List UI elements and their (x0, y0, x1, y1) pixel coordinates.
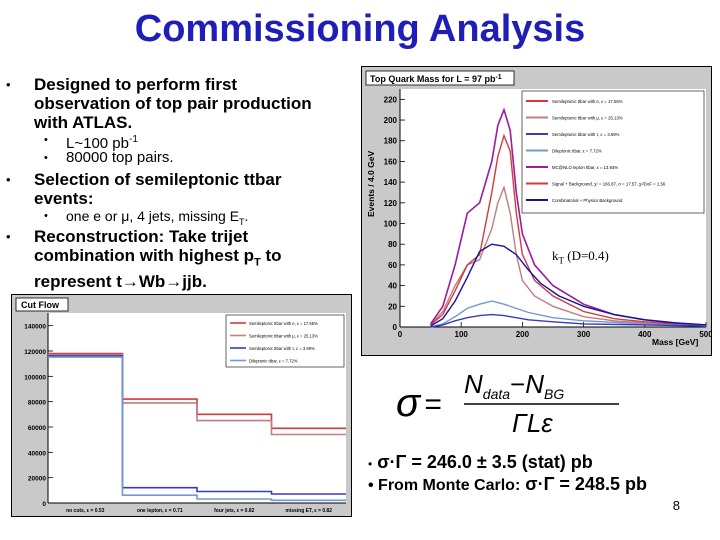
formula-equals: = (424, 388, 442, 421)
cut-flow-title: Cut Flow (21, 300, 60, 310)
cut-flow-svg: Cut Flow 0 20000 40000 60000 80000 100000 1200… (15, 297, 346, 514)
top-mass-xlabel: Mass [GeV] (652, 337, 698, 347)
page-title: Commissioning Analysis (134, 8, 586, 50)
legend-entry: MC@NLO lepton ttbar, ε = 13.93% (552, 165, 618, 170)
legend-entry: Semileptonic ttbar with τ, ε = 3.69% (552, 132, 620, 137)
legend-entry: Semileptonic ttbar with τ, ε = 3.69% (249, 346, 315, 351)
x-tick-label: missing ET, ε = 0.82 (285, 508, 332, 514)
legend-entry: Semileptonic ttbar with μ, ε = 25.13% (552, 116, 623, 121)
series-line-3 (430, 243, 707, 327)
series-line-4 (430, 300, 707, 328)
formula-lhs: σ (396, 381, 422, 425)
y-tick-label: 20 (388, 302, 397, 311)
y-tick-label: 60 (388, 261, 397, 270)
bullet-selection: • Selection of semileptonic ttbar events… (6, 170, 282, 208)
legend-entry: Dileptonic ttbar, ε = 7.72% (249, 359, 298, 364)
bullet-line: observation of top pair production (34, 94, 312, 113)
y-tick-label: 200 (384, 116, 398, 125)
top-mass-plot: Top Quark Mass for L = 97 pb-1 Events / … (361, 66, 713, 356)
y-tick-label: 160 (384, 157, 398, 166)
x-tick-label: 500 (699, 330, 711, 339)
sub-bullet-lumi: • L~100 pb-1 (44, 134, 138, 152)
series-line-5 (430, 313, 707, 328)
bullet-line: Reconstruction: Take trijet (34, 227, 249, 246)
x-tick-label: four jets, ε = 0.82 (214, 508, 255, 514)
kt-label: kT (D=0.4) (552, 248, 609, 266)
legend-entry: Semileptonic ttbar with e, ε = 17.55% (552, 99, 623, 104)
top-mass-title: Top Quark Mass for L = 97 pb-1 (370, 74, 502, 84)
bullet-line: combination with highest pT to (34, 246, 282, 269)
bullet-line: represent t→Wb→jjb. (34, 272, 207, 292)
bullet-line: Designed to perform first (34, 75, 238, 94)
x-tick-label: 200 (516, 330, 530, 339)
y-tick-label: 120 (384, 199, 398, 208)
formula-denominator: ΓLε (512, 408, 553, 438)
x-tick-label: one lepton, ε = 0.71 (137, 508, 183, 514)
bullet-line: events: (34, 189, 94, 208)
page-number: 8 (672, 498, 680, 513)
x-tick-label: 400 (638, 330, 652, 339)
legend-entry: Signal + Background, χ² = 166.87, σ = 17… (552, 182, 666, 187)
y-tick-label: 140 (384, 178, 398, 187)
y-tick-label: 220 (384, 95, 398, 104)
y-tick-label: 0 (393, 323, 398, 332)
series-line-1 (430, 133, 707, 327)
bullet-line: with ATLAS. (34, 113, 133, 132)
y-tick-label: 0 (42, 501, 46, 508)
bullet-dot: • (6, 77, 11, 92)
sub-bullet-cuts: • one e or μ, 4 jets, missing ET. (44, 208, 249, 227)
y-tick-label: 80000 (28, 400, 46, 407)
y-tick-label: 140000 (24, 324, 46, 331)
y-tick-label: 20000 (28, 476, 46, 483)
series-step-3 (48, 356, 346, 502)
legend-entry: Semileptonic ttbar with μ, ε = 25.13% (249, 334, 318, 339)
result-measured: • σ·Γ = 246.0 ± 3.5 (stat) pb (368, 452, 593, 472)
formula-numerator: Ndata−NBG (464, 369, 564, 402)
top-mass-legend: Semileptonic ttbar with e, ε = 17.55% Sem… (521, 90, 705, 214)
top-mass-ylabel: Events / 4.0 GeV (366, 151, 376, 217)
x-tick-label: 0 (398, 330, 403, 339)
cut-flow-plot: Cut Flow 0 20000 40000 60000 80000 100000 1200… (11, 294, 352, 517)
legend-entry: Combinatorial + Physics Background (552, 198, 623, 203)
top-mass-svg: Top Quark Mass for L = 97 pb-1 Events / … (365, 70, 713, 347)
y-tick-label: 40 (388, 282, 397, 291)
bullet-line: Selection of semileptonic ttbar (34, 170, 282, 189)
legend-entry: Semileptonic ttbar with e, ε = 17.55% (249, 321, 318, 326)
bullet-design: • Designed to perform first observation … (6, 75, 312, 132)
x-tick-label: 100 (455, 330, 469, 339)
y-tick-label: 120000 (24, 349, 46, 356)
sub-bullet-pairs: • 80000 top pairs. (44, 149, 174, 166)
legend-entry: Dileptonic ttbar, ε = 7.72% (552, 149, 602, 154)
legend-box (521, 90, 705, 214)
y-tick-label: 60000 (28, 425, 46, 432)
cut-flow-legend: Semileptonic ttbar with e, ε = 17.55% Sem… (225, 314, 345, 368)
y-tick-label: 100 (384, 220, 398, 229)
result-monte-carlo: • From Monte Carlo: σ·Γ = 248.5 pb (368, 474, 647, 494)
x-tick-label: no cuts, ε = 0.53 (66, 508, 105, 514)
x-tick-label: 300 (577, 330, 591, 339)
bullet-reconstruction: • Reconstruction: Take trijet combinatio… (6, 227, 282, 292)
y-tick-label: 180 (384, 137, 398, 146)
y-tick-label: 40000 (28, 450, 46, 457)
y-tick-label: 80 (388, 240, 397, 249)
cross-section-formula: σ = Ndata−NBG ΓLε (394, 368, 624, 443)
y-tick-label: 100000 (24, 374, 46, 381)
